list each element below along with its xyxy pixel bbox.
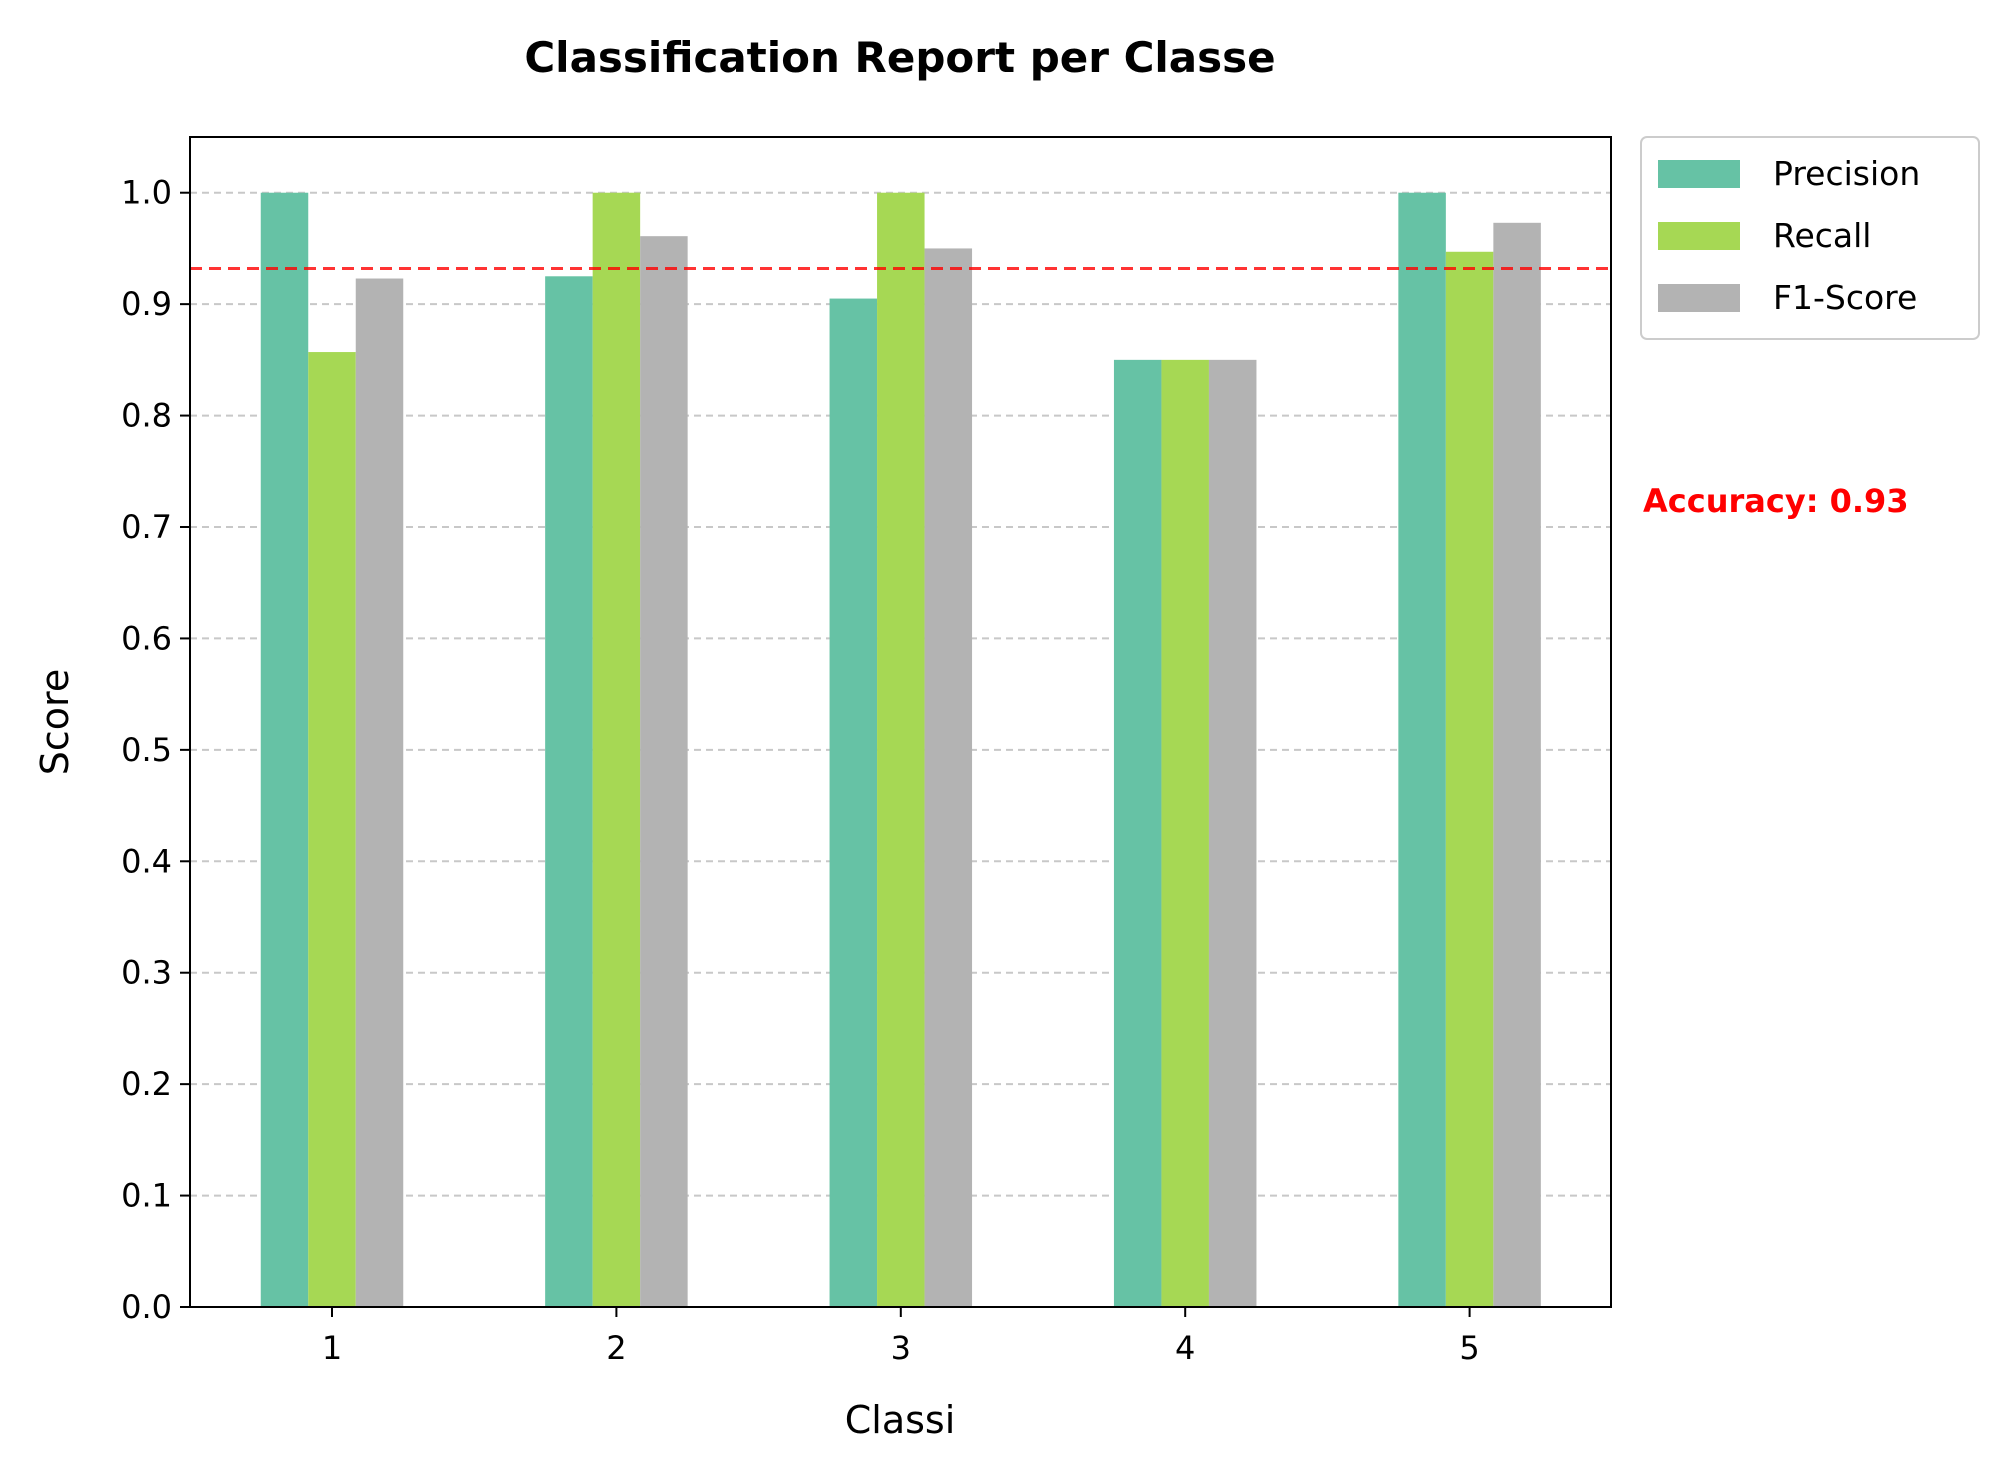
y-axis: 0.0 0.1 0.2 0.3 0.4 0.5 0.6 0.7 0.8 0.9 1.0	[121, 174, 190, 1326]
bar-f1-score-class-3	[924, 248, 973, 1307]
y-tick-label: 0.8	[121, 397, 172, 435]
chart-title: Classification Report per Classe	[524, 33, 1275, 82]
bar-precision-class-4	[1113, 359, 1162, 1307]
bar-recall-class-3	[877, 192, 925, 1308]
bar-precision-class-1	[260, 192, 309, 1308]
bar-recall-class-2	[592, 192, 641, 1308]
y-axis-label: Score	[33, 669, 77, 775]
bars	[260, 192, 1541, 1308]
y-tick-label: 0.3	[121, 954, 172, 992]
legend: Precision Recall F1-Score	[1640, 136, 1980, 340]
x-tick-label: 3	[891, 1329, 911, 1367]
legend-label: F1-Score	[1773, 278, 1917, 317]
bar-recall-class-4	[1161, 359, 1209, 1307]
y-tick-label: 0.9	[121, 285, 172, 323]
y-tick-label: 1.0	[121, 174, 172, 212]
x-axis: 1 2 3 4 5	[322, 1307, 1480, 1367]
y-tick-label: 0.2	[121, 1065, 172, 1103]
x-tick-label: 1	[322, 1329, 342, 1367]
bar-f1-score-class-4	[1208, 359, 1257, 1307]
bar-f1-score-class-5	[1493, 222, 1541, 1307]
y-tick-label: 0.4	[121, 842, 172, 880]
x-axis-label: Classi	[845, 1398, 956, 1442]
legend-label: Precision	[1773, 154, 1920, 193]
bar-recall-class-1	[308, 352, 356, 1307]
bar-f1-score-class-2	[640, 236, 688, 1308]
x-tick-label: 2	[606, 1329, 626, 1367]
legend-swatch-f1-score	[1658, 284, 1740, 312]
bar-f1-score-class-1	[355, 278, 404, 1307]
bar-precision-class-2	[545, 276, 593, 1308]
legend-swatch-precision	[1658, 160, 1740, 188]
y-tick-label: 0.6	[121, 619, 172, 657]
legend-label: Recall	[1773, 216, 1871, 255]
x-tick-label: 4	[1175, 1329, 1195, 1367]
bar-recall-class-5	[1445, 251, 1494, 1307]
y-tick-label: 0.0	[121, 1288, 172, 1326]
y-tick-label: 0.7	[121, 508, 172, 546]
bar-precision-class-5	[1398, 192, 1446, 1308]
bar-precision-class-3	[829, 298, 878, 1308]
accuracy-label: Accuracy: 0.93	[1643, 482, 1909, 520]
x-tick-label: 5	[1459, 1329, 1479, 1367]
y-tick-label: 0.1	[121, 1177, 172, 1215]
y-tick-label: 0.5	[121, 731, 172, 769]
legend-swatch-recall	[1658, 222, 1740, 250]
